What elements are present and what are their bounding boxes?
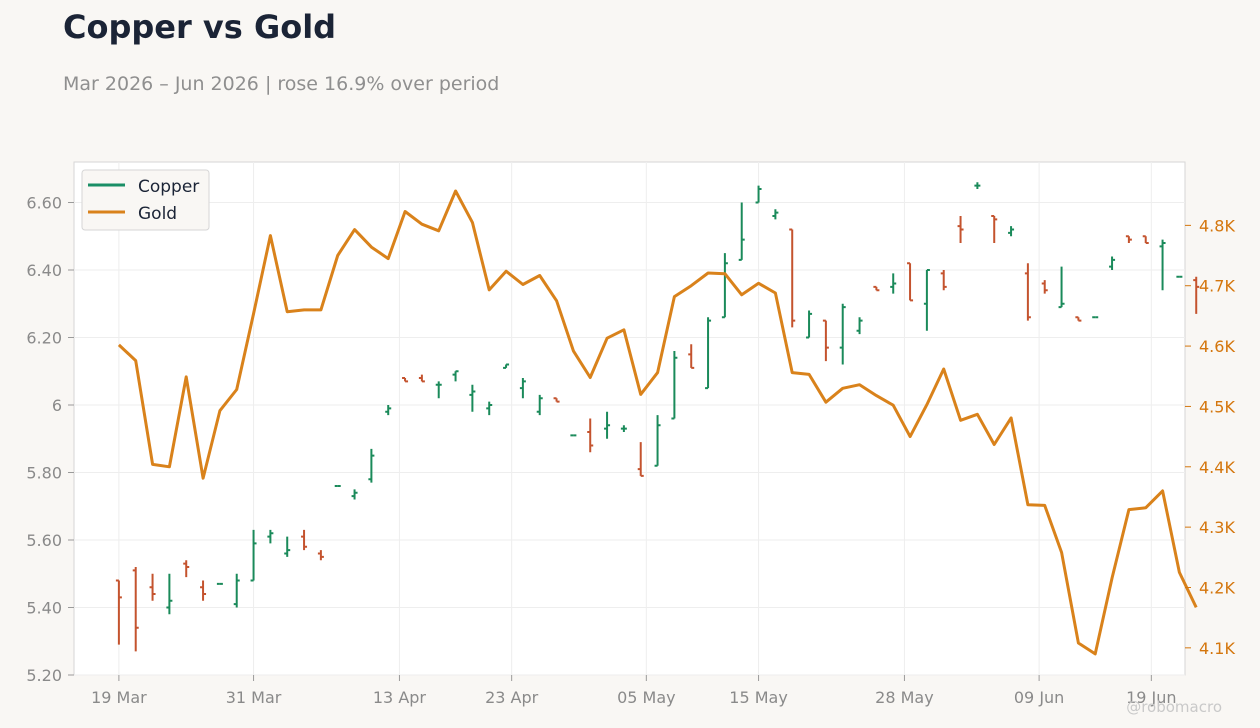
- copper-ohlc-bar: [738, 202, 745, 261]
- x-tick-label: 28 May: [875, 688, 934, 707]
- copper-ohlc-bar: [637, 442, 644, 477]
- copper-ohlc-bar: [1041, 280, 1048, 294]
- copper-ohlc-bar: [654, 415, 661, 467]
- y-left-tick-label: 5.80: [26, 464, 62, 483]
- copper-ohlc-bar: [1024, 263, 1031, 321]
- y-left-tick-label: 6.40: [26, 261, 62, 280]
- x-tick-label: 13 Apr: [373, 688, 427, 707]
- copper-ohlc-bar: [284, 536, 291, 557]
- y-left-tick-label: 5.20: [26, 666, 62, 685]
- copper-ohlc-bar: [940, 270, 947, 291]
- gridlines: [74, 162, 1185, 676]
- y-right-tick-label: 4.6K: [1199, 337, 1235, 356]
- copper-ohlc-bar: [519, 378, 526, 399]
- x-tick-label: 23 Apr: [485, 688, 539, 707]
- copper-ohlc-bar: [772, 209, 779, 220]
- copper-ohlc-bar: [250, 529, 257, 582]
- copper-ohlc-bar: [435, 381, 442, 399]
- copper-ohlc-bar: [907, 262, 914, 302]
- copper-ohlc-bar: [991, 215, 998, 243]
- copper-ohlc-bar: [553, 397, 560, 403]
- copper-ohlc-bar: [806, 310, 813, 339]
- chart-title: Copper vs Gold: [63, 8, 337, 46]
- x-tick-label: 15 May: [729, 688, 788, 707]
- gold-line: [117, 189, 1198, 656]
- copper-ohlc-bar: [1142, 235, 1149, 244]
- x-tick-label: 09 Jun: [1014, 688, 1064, 707]
- copper-ohlc-bar: [469, 384, 476, 412]
- copper-ohlc-bar: [1125, 235, 1132, 243]
- copper-ohlc-bar: [755, 185, 762, 204]
- y-right-tick-label: 4.8K: [1199, 216, 1235, 235]
- x-tick-label: 19 Mar: [91, 688, 147, 707]
- y-right-tick-label: 4.5K: [1199, 397, 1235, 416]
- copper-ohlc-bar: [822, 319, 829, 362]
- copper-ohlc-bar: [890, 273, 897, 294]
- copper-ohlc-bar: [1058, 266, 1065, 309]
- legend-copper-label: Copper: [138, 177, 199, 197]
- x-tick-label: 05 May: [617, 688, 676, 707]
- copper-ohlc-bar: [183, 560, 190, 578]
- copper-ohlc-bar: [604, 411, 611, 439]
- copper-ohlc-bar: [789, 228, 796, 328]
- x-tick-label: 19 Jun: [1126, 688, 1176, 707]
- copper-ohlc-bar: [974, 182, 981, 189]
- copper-ohlc-bar: [536, 394, 543, 416]
- copper-ohlc-bar: [839, 303, 846, 365]
- copper-ohlc-bar: [418, 374, 425, 383]
- copper-ohlc-bar: [957, 216, 964, 243]
- copper-ohlc-bars: [115, 182, 1200, 652]
- copper-ohlc-bar: [721, 253, 728, 319]
- copper-ohlc-bar: [1193, 276, 1200, 314]
- chart-subtitle: Mar 2026 – Jun 2026 | rose 16.9% over pe…: [63, 73, 500, 95]
- copper-ohlc-bar: [115, 579, 122, 645]
- copper-ohlc-bar: [587, 418, 594, 453]
- y-left-tick-label: 5.60: [26, 531, 62, 550]
- copper-ohlc-bar: [688, 344, 695, 369]
- y-right-tick-label: 4.4K: [1199, 458, 1235, 477]
- y-left-tick-label: 6.20: [26, 329, 62, 348]
- legend: Copper Gold: [81, 169, 210, 231]
- copper-ohlc-bar: [1008, 226, 1015, 237]
- copper-ohlc-bar: [351, 489, 358, 500]
- copper-ohlc-bar: [923, 269, 930, 331]
- copper-ohlc-bar: [267, 529, 274, 544]
- y-right-tick-label: 4.1K: [1199, 639, 1235, 658]
- copper-ohlc-bar: [873, 285, 880, 292]
- copper-ohlc-bar: [452, 370, 459, 382]
- y-left-tick-label: 6.60: [26, 194, 62, 213]
- y-right-tick-label: 4.2K: [1199, 578, 1235, 597]
- copper-ohlc-bar: [368, 448, 375, 483]
- copper-ohlc-bar: [620, 425, 627, 432]
- copper-ohlc-bar: [385, 405, 392, 416]
- legend-gold-label: Gold: [138, 204, 177, 224]
- copper-ohlc-bar: [1075, 316, 1082, 322]
- copper-ohlc-bar: [301, 529, 308, 551]
- copper-ohlc-bar: [705, 317, 712, 390]
- axes: 19 Mar 31 Mar 13 Apr 23 Apr 05 May 15 May 28 M…: [26, 194, 1235, 708]
- plot-area: [73, 161, 1186, 676]
- copper-ohlc-bar: [317, 550, 324, 561]
- copper-ohlc-bar: [200, 580, 207, 601]
- y-right-tick-label: 4.3K: [1199, 518, 1235, 537]
- copper-ohlc-bar: [1109, 256, 1116, 270]
- y-left-tick-label: 5.40: [26, 599, 62, 618]
- watermark: @robomacro: [1126, 698, 1222, 716]
- copper-ohlc-bar: [856, 317, 863, 335]
- copper-ohlc-bar: [503, 363, 510, 369]
- copper-ohlc-bar: [402, 377, 409, 383]
- copper-ohlc-bar: [671, 351, 678, 420]
- copper-ohlc-bar: [486, 401, 493, 416]
- copper-ohlc-bar: [233, 573, 240, 608]
- copper-ohlc-bar: [1159, 239, 1166, 291]
- copper-ohlc-bar: [132, 567, 139, 652]
- copper-ohlc-bar: [149, 573, 156, 601]
- gold-line-layer: [117, 189, 1198, 656]
- x-tick-label: 31 Mar: [226, 688, 282, 707]
- copper-ohlc-bar: [166, 573, 173, 615]
- y-left-tick-label: 6: [52, 396, 62, 415]
- y-right-tick-label: 4.7K: [1199, 277, 1235, 296]
